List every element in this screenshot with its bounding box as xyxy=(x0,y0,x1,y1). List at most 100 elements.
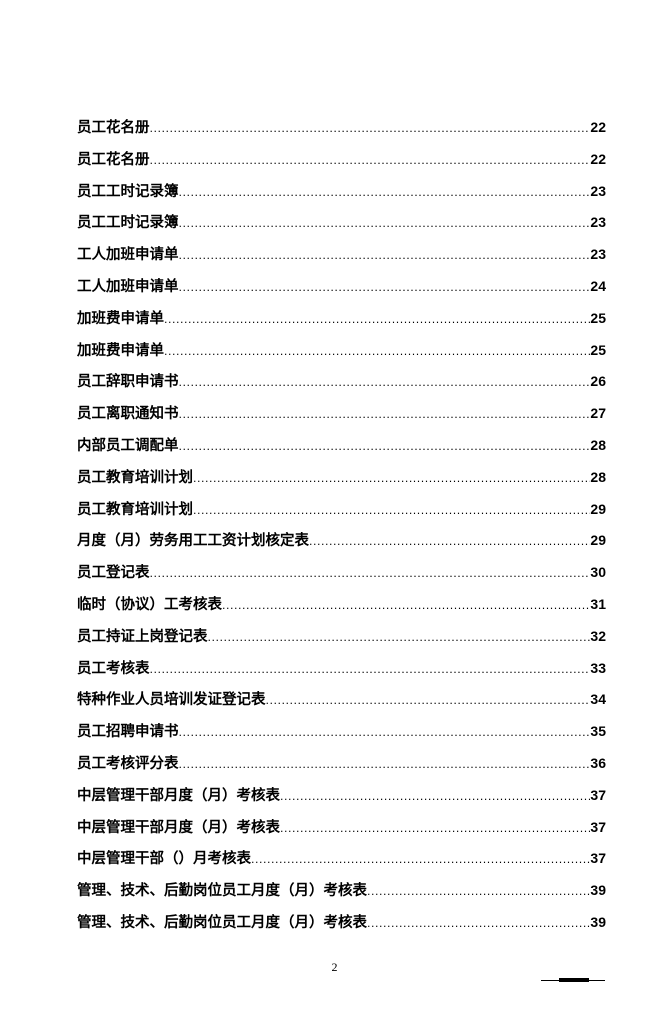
toc-entry-page: 27 xyxy=(590,405,606,422)
toc-entry[interactable]: 月度（月）劳务用工工资计划核定表 29 xyxy=(77,525,606,557)
toc-leader-dots xyxy=(266,685,591,716)
toc-leader-dots xyxy=(150,558,591,589)
toc-entry[interactable]: 员工花名册 22 xyxy=(77,144,606,176)
toc-entry-title: 员工工时记录簿 xyxy=(77,183,179,200)
toc-entry-page: 30 xyxy=(590,564,606,581)
toc-entry[interactable]: 中层管理干部月度（月）考核表 37 xyxy=(77,812,606,844)
toc-entry-page: 28 xyxy=(590,468,606,485)
toc-entry[interactable]: 员工持证上岗登记表 32 xyxy=(77,621,606,653)
toc-leader-dots xyxy=(150,654,591,685)
toc-leader-dots xyxy=(164,336,590,367)
toc-entry[interactable]: 员工登记表 30 xyxy=(77,557,606,589)
toc-entry[interactable]: 员工教育培训计划 29 xyxy=(77,494,606,526)
toc-leader-dots xyxy=(164,304,590,335)
toc-entry-page: 25 xyxy=(590,341,606,358)
toc-entry-title: 工人加班申请单 xyxy=(77,278,179,295)
toc-entry-page: 34 xyxy=(590,691,606,708)
toc-leader-dots xyxy=(179,717,591,748)
toc-entry-page: 26 xyxy=(590,373,606,390)
toc-entry[interactable]: 员工工时记录簿 23 xyxy=(77,176,606,208)
toc-entry-title: 员工花名册 xyxy=(77,151,150,168)
toc-entry-page: 25 xyxy=(590,309,606,326)
toc-leader-dots xyxy=(367,908,590,939)
toc-leader-dots xyxy=(193,463,590,494)
toc-entry-title: 加班费申请单 xyxy=(77,342,164,359)
toc-leader-dots xyxy=(367,876,590,907)
toc-entry-title: 员工教育培训计划 xyxy=(77,501,193,518)
toc-entry[interactable]: 加班费申请单 25 xyxy=(77,335,606,367)
toc-entry-title: 临时（协议）工考核表 xyxy=(77,596,222,613)
toc-leader-dots xyxy=(179,749,591,780)
toc-entry[interactable]: 员工离职通知书 27 xyxy=(77,398,606,430)
toc-entry-title: 中层管理干部月度（月）考核表 xyxy=(77,787,280,804)
toc-leader-dots xyxy=(179,399,591,430)
toc-leader-dots xyxy=(208,622,591,653)
toc-leader-dots xyxy=(179,431,591,462)
toc-entry-title: 特种作业人员培训发证登记表 xyxy=(77,692,266,709)
toc-leader-dots xyxy=(179,367,591,398)
toc-entry-page: 23 xyxy=(590,246,606,263)
toc-entry[interactable]: 员工教育培训计划 28 xyxy=(77,462,606,494)
toc-entry-page: 31 xyxy=(590,595,606,612)
toc-entry[interactable]: 员工花名册 22 xyxy=(77,112,606,144)
toc-leader-dots xyxy=(179,240,591,271)
toc-entry[interactable]: 中层管理干部（）月考核表 37 xyxy=(77,843,606,875)
toc-entry[interactable]: 员工招聘申请书 35 xyxy=(77,716,606,748)
toc-entry[interactable]: 工人加班申请单 23 xyxy=(77,239,606,271)
toc-entry-title: 员工登记表 xyxy=(77,565,150,582)
toc-entry-page: 29 xyxy=(590,532,606,549)
page-number: 2 xyxy=(331,960,338,974)
toc-entry-page: 24 xyxy=(590,277,606,294)
toc-entry-title: 中层管理干部月度（月）考核表 xyxy=(77,819,280,836)
toc-entry-title: 中层管理干部（）月考核表 xyxy=(77,851,251,868)
toc-entry[interactable]: 员工考核表 33 xyxy=(77,653,606,685)
toc-entry-title: 员工离职通知书 xyxy=(77,406,179,423)
toc-entry-title: 内部员工调配单 xyxy=(77,437,179,454)
toc-entry[interactable]: 工人加班申请单 24 xyxy=(77,271,606,303)
toc-entry-title: 员工考核评分表 xyxy=(77,755,179,772)
toc-leader-dots xyxy=(251,844,590,875)
toc-entry-title: 月度（月）劳务用工工资计划核定表 xyxy=(77,533,309,550)
toc-entry[interactable]: 内部员工调配单 28 xyxy=(77,430,606,462)
toc-entry-page: 35 xyxy=(590,723,606,740)
toc-entry[interactable]: 特种作业人员培训发证登记表 34 xyxy=(77,684,606,716)
toc-entry-title: 管理、技术、后勤岗位员工月度（月）考核表 xyxy=(77,914,367,931)
toc-leader-dots xyxy=(150,113,591,144)
toc-entry-page: 23 xyxy=(590,182,606,199)
toc-entry-page: 39 xyxy=(590,882,606,899)
toc-entry-title: 加班费申请单 xyxy=(77,310,164,327)
toc-entry[interactable]: 临时（协议）工考核表 31 xyxy=(77,589,606,621)
toc-entry-title: 员工教育培训计划 xyxy=(77,469,193,486)
toc-entry-title: 工人加班申请单 xyxy=(77,247,179,264)
toc-leader-dots xyxy=(280,781,590,812)
toc-entry-title: 管理、技术、后勤岗位员工月度（月）考核表 xyxy=(77,883,367,900)
toc-leader-dots xyxy=(193,495,590,526)
footer-decoration xyxy=(541,978,605,982)
toc-entry[interactable]: 加班费申请单 25 xyxy=(77,303,606,335)
toc-entry-title: 员工考核表 xyxy=(77,660,150,677)
toc-entry[interactable]: 员工辞职申请书 26 xyxy=(77,366,606,398)
toc-entry-page: 37 xyxy=(590,850,606,867)
toc-entry[interactable]: 中层管理干部月度（月）考核表 37 xyxy=(77,780,606,812)
toc-leader-dots xyxy=(222,590,590,621)
toc-entry-page: 28 xyxy=(590,436,606,453)
toc-entry-page: 39 xyxy=(590,913,606,930)
toc-entry-title: 员工招聘申请书 xyxy=(77,724,179,741)
toc-entry-page: 33 xyxy=(590,659,606,676)
toc-leader-dots xyxy=(179,208,591,239)
toc-entry-page: 22 xyxy=(590,119,606,135)
toc-entry-title: 员工辞职申请书 xyxy=(77,374,179,391)
toc-leader-dots xyxy=(150,145,591,176)
toc-entry-page: 29 xyxy=(590,500,606,517)
toc-entry[interactable]: 管理、技术、后勤岗位员工月度（月）考核表 39 xyxy=(77,907,606,939)
toc-entry[interactable]: 员工工时记录簿 23 xyxy=(77,207,606,239)
toc-entry-page: 32 xyxy=(590,627,606,644)
toc-entry-page: 37 xyxy=(590,786,606,803)
toc-entry-title: 员工工时记录簿 xyxy=(77,215,179,232)
toc-entry-page: 22 xyxy=(590,150,606,167)
toc-leader-dots xyxy=(179,177,591,208)
toc-entry-page: 23 xyxy=(590,214,606,231)
toc-entry[interactable]: 员工考核评分表 36 xyxy=(77,748,606,780)
toc-entry[interactable]: 管理、技术、后勤岗位员工月度（月）考核表 39 xyxy=(77,875,606,907)
toc-entry-page: 36 xyxy=(590,754,606,771)
